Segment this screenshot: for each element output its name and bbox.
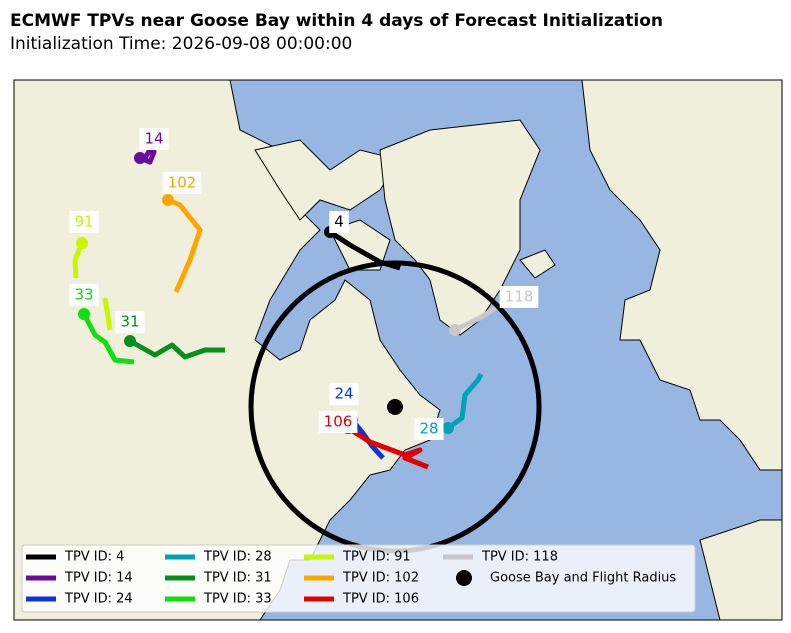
legend-marker xyxy=(456,570,472,586)
legend-label: TPV ID: 14 xyxy=(64,571,133,586)
legend-label: TPV ID: 4 xyxy=(64,550,124,565)
track-label: 91 xyxy=(74,213,93,231)
subtitle: Initialization Time: 2026-09-08 00:00:00 xyxy=(10,34,352,54)
label-box xyxy=(69,211,99,233)
title: ECMWF TPVs near Goose Bay within 4 days … xyxy=(10,11,663,31)
track-label: 28 xyxy=(419,420,438,438)
label-box xyxy=(499,286,539,308)
africa xyxy=(699,519,782,620)
legend xyxy=(21,544,696,613)
track-label: 106 xyxy=(324,413,353,431)
track-label: 24 xyxy=(334,385,353,403)
track-start xyxy=(78,308,90,320)
legend-label: TPV ID: 31 xyxy=(203,571,272,586)
legend-label: TPV ID: 33 xyxy=(203,592,272,607)
legend-label: TPV ID: 106 xyxy=(342,592,419,607)
track-start xyxy=(134,152,146,164)
track xyxy=(453,302,502,333)
label-box xyxy=(329,383,359,405)
track-label: 102 xyxy=(168,174,197,192)
track-start xyxy=(76,237,88,249)
label-box xyxy=(115,311,145,333)
label-box xyxy=(414,418,444,440)
arctic-islands xyxy=(254,139,401,271)
track-start xyxy=(449,324,461,336)
track xyxy=(72,242,85,279)
track xyxy=(102,297,113,331)
legend-label: TPV ID: 28 xyxy=(203,550,272,565)
track-label: 33 xyxy=(74,286,93,304)
label-box xyxy=(329,211,349,233)
map-frame xyxy=(13,79,783,621)
label-box xyxy=(139,128,169,150)
label-box xyxy=(162,172,202,194)
label-box xyxy=(69,284,99,306)
track xyxy=(139,147,157,165)
track xyxy=(446,372,484,431)
europe xyxy=(581,80,782,471)
track xyxy=(128,338,225,360)
track-label: 31 xyxy=(120,313,139,331)
legend-label: TPV ID: 91 xyxy=(342,550,411,565)
track xyxy=(167,197,203,294)
track xyxy=(346,425,429,470)
track-start xyxy=(124,335,136,347)
track-label: 14 xyxy=(144,130,163,148)
map-area xyxy=(14,80,782,620)
legend-label: TPV ID: 24 xyxy=(64,592,133,607)
track-start xyxy=(162,194,174,206)
legend-label: TPV ID: 102 xyxy=(342,571,419,586)
label-box xyxy=(318,411,358,433)
track-label: 4 xyxy=(334,213,344,231)
goose-bay xyxy=(387,399,403,415)
track-start xyxy=(442,422,454,434)
legend-label: Goose Bay and Flight Radius xyxy=(490,571,676,586)
track xyxy=(81,312,135,365)
legend-label: TPV ID: 118 xyxy=(481,550,558,565)
iceland xyxy=(519,249,556,279)
track-label: 118 xyxy=(505,288,534,306)
